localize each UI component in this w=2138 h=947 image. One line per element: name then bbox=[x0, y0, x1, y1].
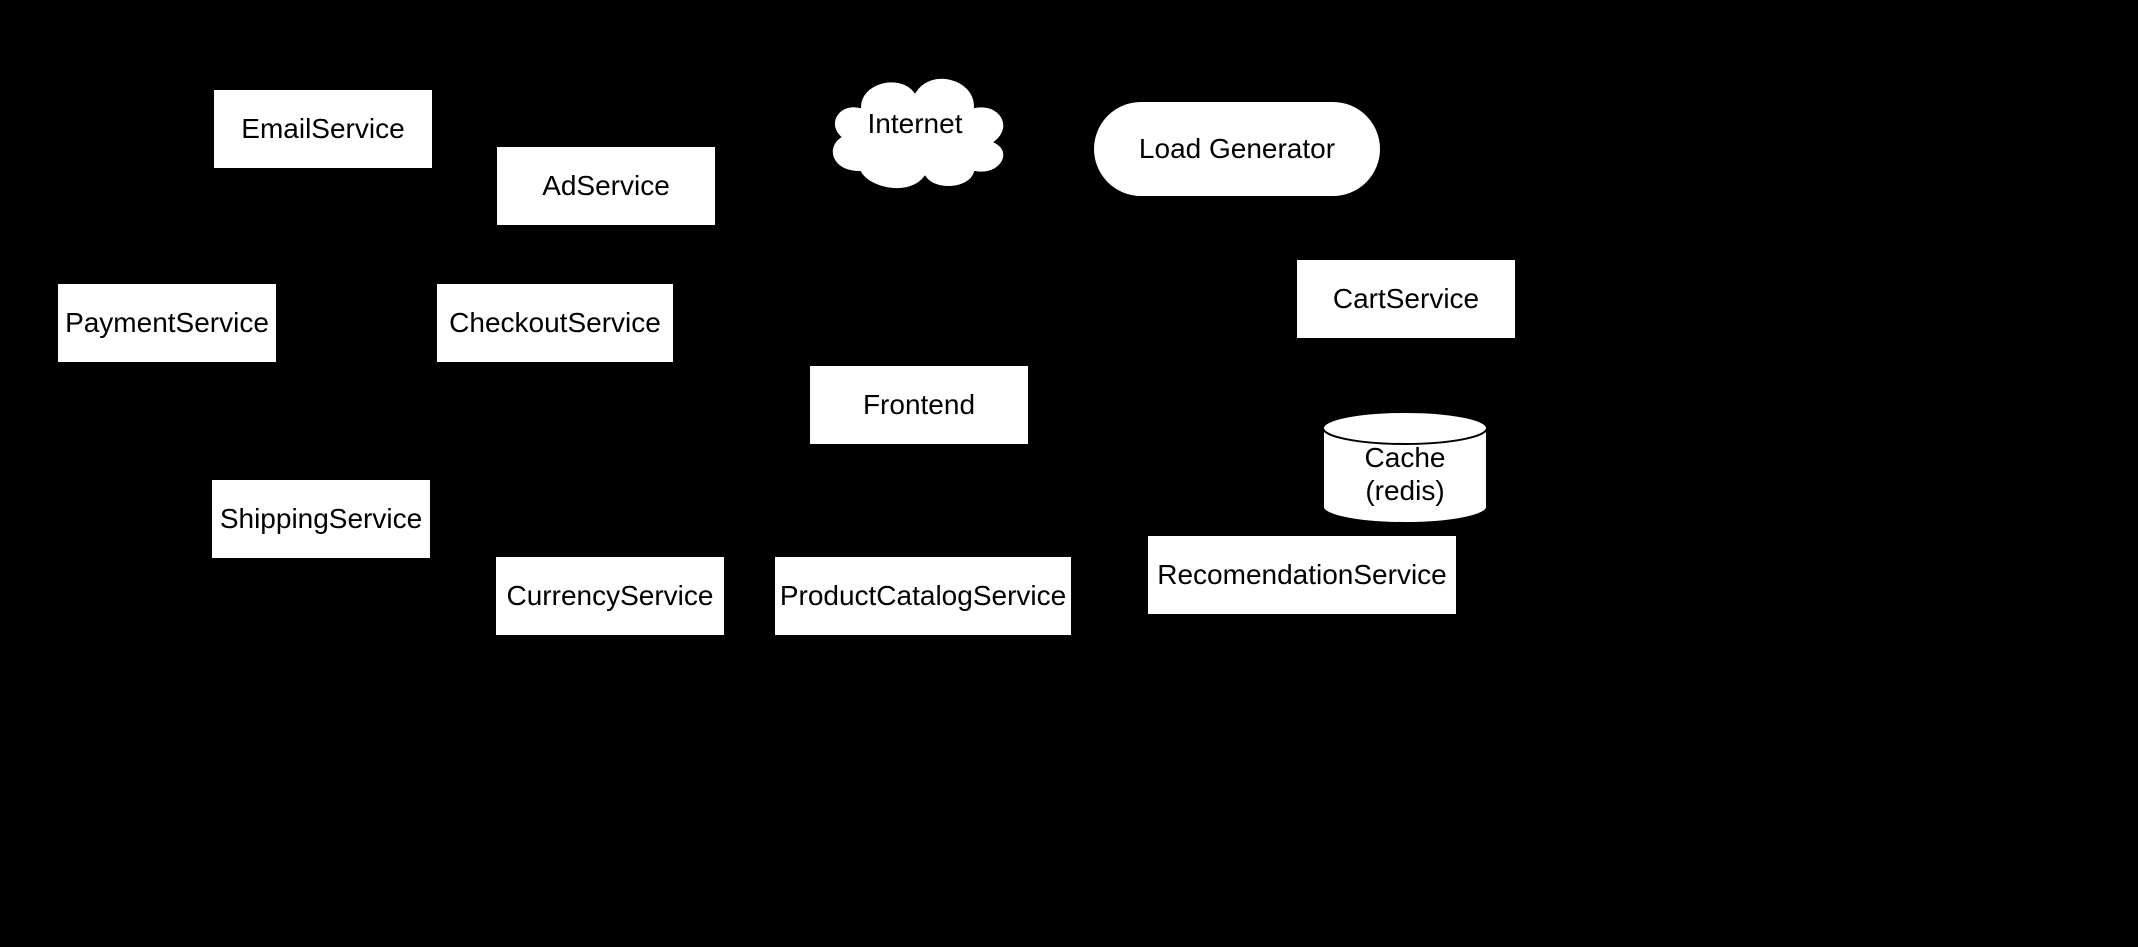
node-label: Cache (redis) bbox=[1320, 441, 1490, 508]
node-label: Load Generator bbox=[1139, 133, 1335, 165]
node-shipping-service: ShippingService bbox=[210, 478, 432, 560]
node-label: RecomendationService bbox=[1157, 559, 1447, 591]
node-currency-service: CurrencyService bbox=[494, 555, 726, 637]
node-internet: Internet bbox=[810, 62, 1020, 202]
node-label: EmailService bbox=[241, 113, 404, 145]
architecture-diagram: EmailService AdService Internet Load Gen… bbox=[0, 0, 2138, 947]
node-label: ProductCatalogService bbox=[780, 580, 1066, 612]
node-label: CheckoutService bbox=[449, 307, 661, 339]
node-recommendation-service: RecomendationService bbox=[1146, 534, 1458, 616]
node-load-generator: Load Generator bbox=[1092, 100, 1382, 198]
node-product-catalog-service: ProductCatalogService bbox=[773, 555, 1073, 637]
node-label: PaymentService bbox=[65, 307, 269, 339]
node-frontend: Frontend bbox=[808, 364, 1030, 446]
node-label: ShippingService bbox=[220, 503, 422, 535]
node-cart-service: CartService bbox=[1295, 258, 1517, 340]
node-payment-service: PaymentService bbox=[56, 282, 278, 364]
node-cache: Cache (redis) bbox=[1320, 410, 1490, 525]
node-checkout-service: CheckoutService bbox=[435, 282, 675, 364]
node-email-service: EmailService bbox=[212, 88, 434, 170]
node-label: Frontend bbox=[863, 389, 975, 421]
node-ad-service: AdService bbox=[495, 145, 717, 227]
node-label: Internet bbox=[810, 108, 1020, 140]
node-label: CurrencyService bbox=[507, 580, 714, 612]
node-label: AdService bbox=[542, 170, 670, 202]
node-label: CartService bbox=[1333, 283, 1479, 315]
